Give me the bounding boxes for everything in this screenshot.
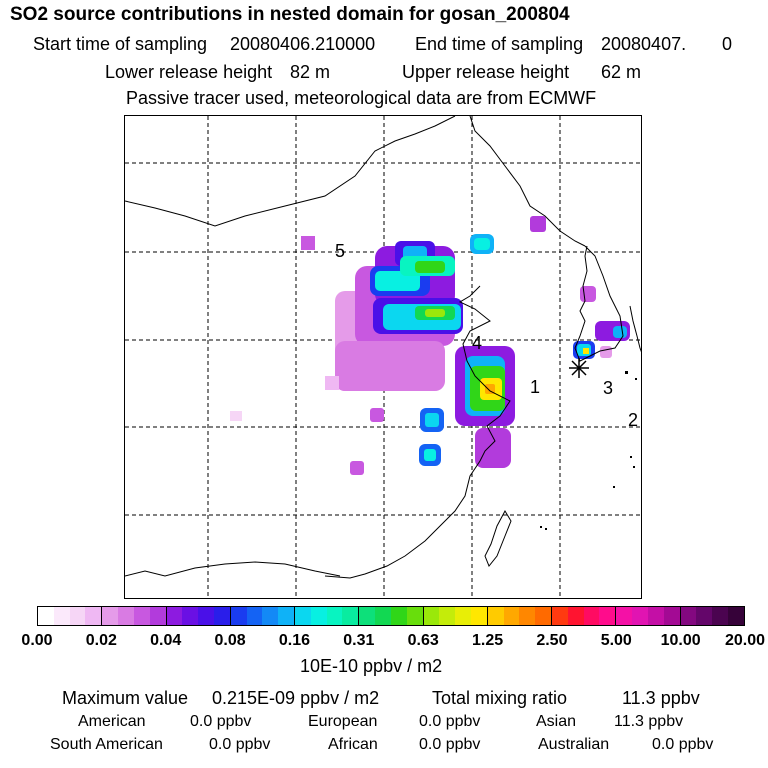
region-value: 0.0 ppbv [190, 713, 252, 730]
lower-release-label: Lower release height [105, 62, 273, 82]
region-value: 0.0 ppbv [419, 736, 481, 753]
upper-release-value: 62 m [601, 62, 642, 82]
colorbar [37, 606, 745, 626]
islands [540, 371, 637, 530]
colorbar-segment [696, 607, 713, 625]
colorbar-segment [406, 607, 424, 625]
colorbar-segment [246, 607, 263, 625]
colorbar-tick-label: 0.08 [214, 632, 246, 649]
region-name: European [308, 713, 378, 730]
colorbar-tick-label: 10.00 [660, 632, 701, 649]
region-value: 0.0 ppbv [652, 736, 714, 753]
colorbar-segment [647, 607, 664, 625]
colorbar-segment [182, 607, 199, 625]
colorbar-segment [133, 607, 150, 625]
colorbar-segment [632, 607, 648, 625]
colorbar-segment [423, 607, 440, 625]
colorbar-segment [599, 607, 617, 625]
colorbar-segment [727, 607, 744, 625]
colorbar-tick-label: 0.02 [85, 632, 117, 649]
colorbar-segment [680, 607, 697, 625]
total-mixing-label: Total mixing ratio [432, 688, 568, 708]
region-value: 11.3 ppbv [614, 713, 684, 730]
colorbar-segment [455, 607, 471, 625]
colorbar-segment [69, 607, 86, 625]
region-name: African [328, 736, 378, 753]
region-name: Asian [536, 713, 577, 730]
receptor-marker [569, 358, 589, 378]
map-panel: 1 2 3 4 5 [124, 115, 642, 599]
end-time-extra: 0 [722, 34, 733, 54]
colorbar-segment [342, 607, 360, 625]
region-value: 0.0 ppbv [209, 736, 271, 753]
start-time-value: 20080406.210000 [230, 34, 376, 54]
colorbar-segment [326, 607, 343, 625]
colorbar-tick-label: 1.25 [471, 632, 504, 649]
colorbar-segment [616, 607, 633, 625]
colorbar-tick-label: 0.04 [150, 632, 182, 649]
marker-label-1: 1 [530, 377, 541, 397]
colorbar-segment [712, 607, 728, 625]
colorbar-segment [262, 607, 279, 625]
colorbar-segment [535, 607, 552, 625]
max-value-label: Maximum value [62, 688, 189, 708]
colorbar-segment [470, 607, 488, 625]
region-value: 0.0 ppbv [419, 713, 481, 730]
colorbar-segment [663, 607, 681, 625]
region-name: South American [50, 736, 163, 753]
colorbar-segment [390, 607, 407, 625]
colorbar-segment [118, 607, 134, 625]
colorbar-segment [552, 607, 568, 625]
colorbar-segment [38, 607, 54, 625]
colorbar-segment [503, 607, 520, 625]
colorbar-tick-label: 5.00 [600, 632, 632, 649]
colorbar-segment [166, 607, 183, 625]
colorbar-segment [230, 607, 247, 625]
marker-label-5: 5 [335, 241, 346, 261]
colorbar-segment [487, 607, 504, 625]
colorbar-unit: 10E-10 ppbv / m2 [300, 656, 443, 676]
colorbar-segment [53, 607, 70, 625]
colorbar-tick-label: 0.00 [21, 632, 53, 649]
colorbar-segment [149, 607, 167, 625]
colorbar-tick-label: 0.16 [278, 632, 311, 649]
lat-lon-grid [125, 116, 641, 598]
map-canvas [125, 116, 641, 598]
end-time-label: End time of sampling [415, 34, 584, 54]
coastlines [125, 116, 641, 579]
colorbar-segment [310, 607, 327, 625]
colorbar-tick-label: 2.50 [536, 632, 568, 649]
start-time-label: Start time of sampling [33, 34, 208, 54]
colorbar-segment [567, 607, 584, 625]
colorbar-segment [359, 607, 376, 625]
concentration-plume [230, 216, 630, 475]
max-value: 0.215E-09 ppbv / m2 [212, 688, 380, 708]
colorbar-tick-label: 0.63 [407, 632, 439, 649]
colorbar-tick-label: 0.31 [343, 632, 375, 649]
colorbar-segment [213, 607, 231, 625]
end-time-value: 20080407. [601, 34, 687, 54]
marker-label-4: 4 [472, 333, 483, 353]
marker-label-2: 2 [628, 410, 639, 430]
region-name: Australian [538, 736, 610, 753]
marker-label-3: 3 [603, 378, 614, 398]
tracer-note: Passive tracer used, meteorological data… [126, 88, 597, 108]
colorbar-segment [583, 607, 600, 625]
region-name: American [78, 713, 146, 730]
colorbar-segment [278, 607, 295, 625]
colorbar-segment [295, 607, 311, 625]
plot-title: SO2 source contributions in nested domai… [10, 4, 570, 25]
colorbar-segment [102, 607, 119, 625]
colorbar-tick-label: 20.00 [724, 632, 766, 649]
lower-release-value: 82 m [290, 62, 331, 82]
total-mixing-value: 11.3 ppbv [622, 688, 700, 708]
colorbar-segment [439, 607, 456, 625]
upper-release-label: Upper release height [402, 62, 570, 82]
colorbar-segment [519, 607, 536, 625]
colorbar-segment [85, 607, 103, 625]
colorbar-segment [198, 607, 214, 625]
colorbar-segment [375, 607, 391, 625]
